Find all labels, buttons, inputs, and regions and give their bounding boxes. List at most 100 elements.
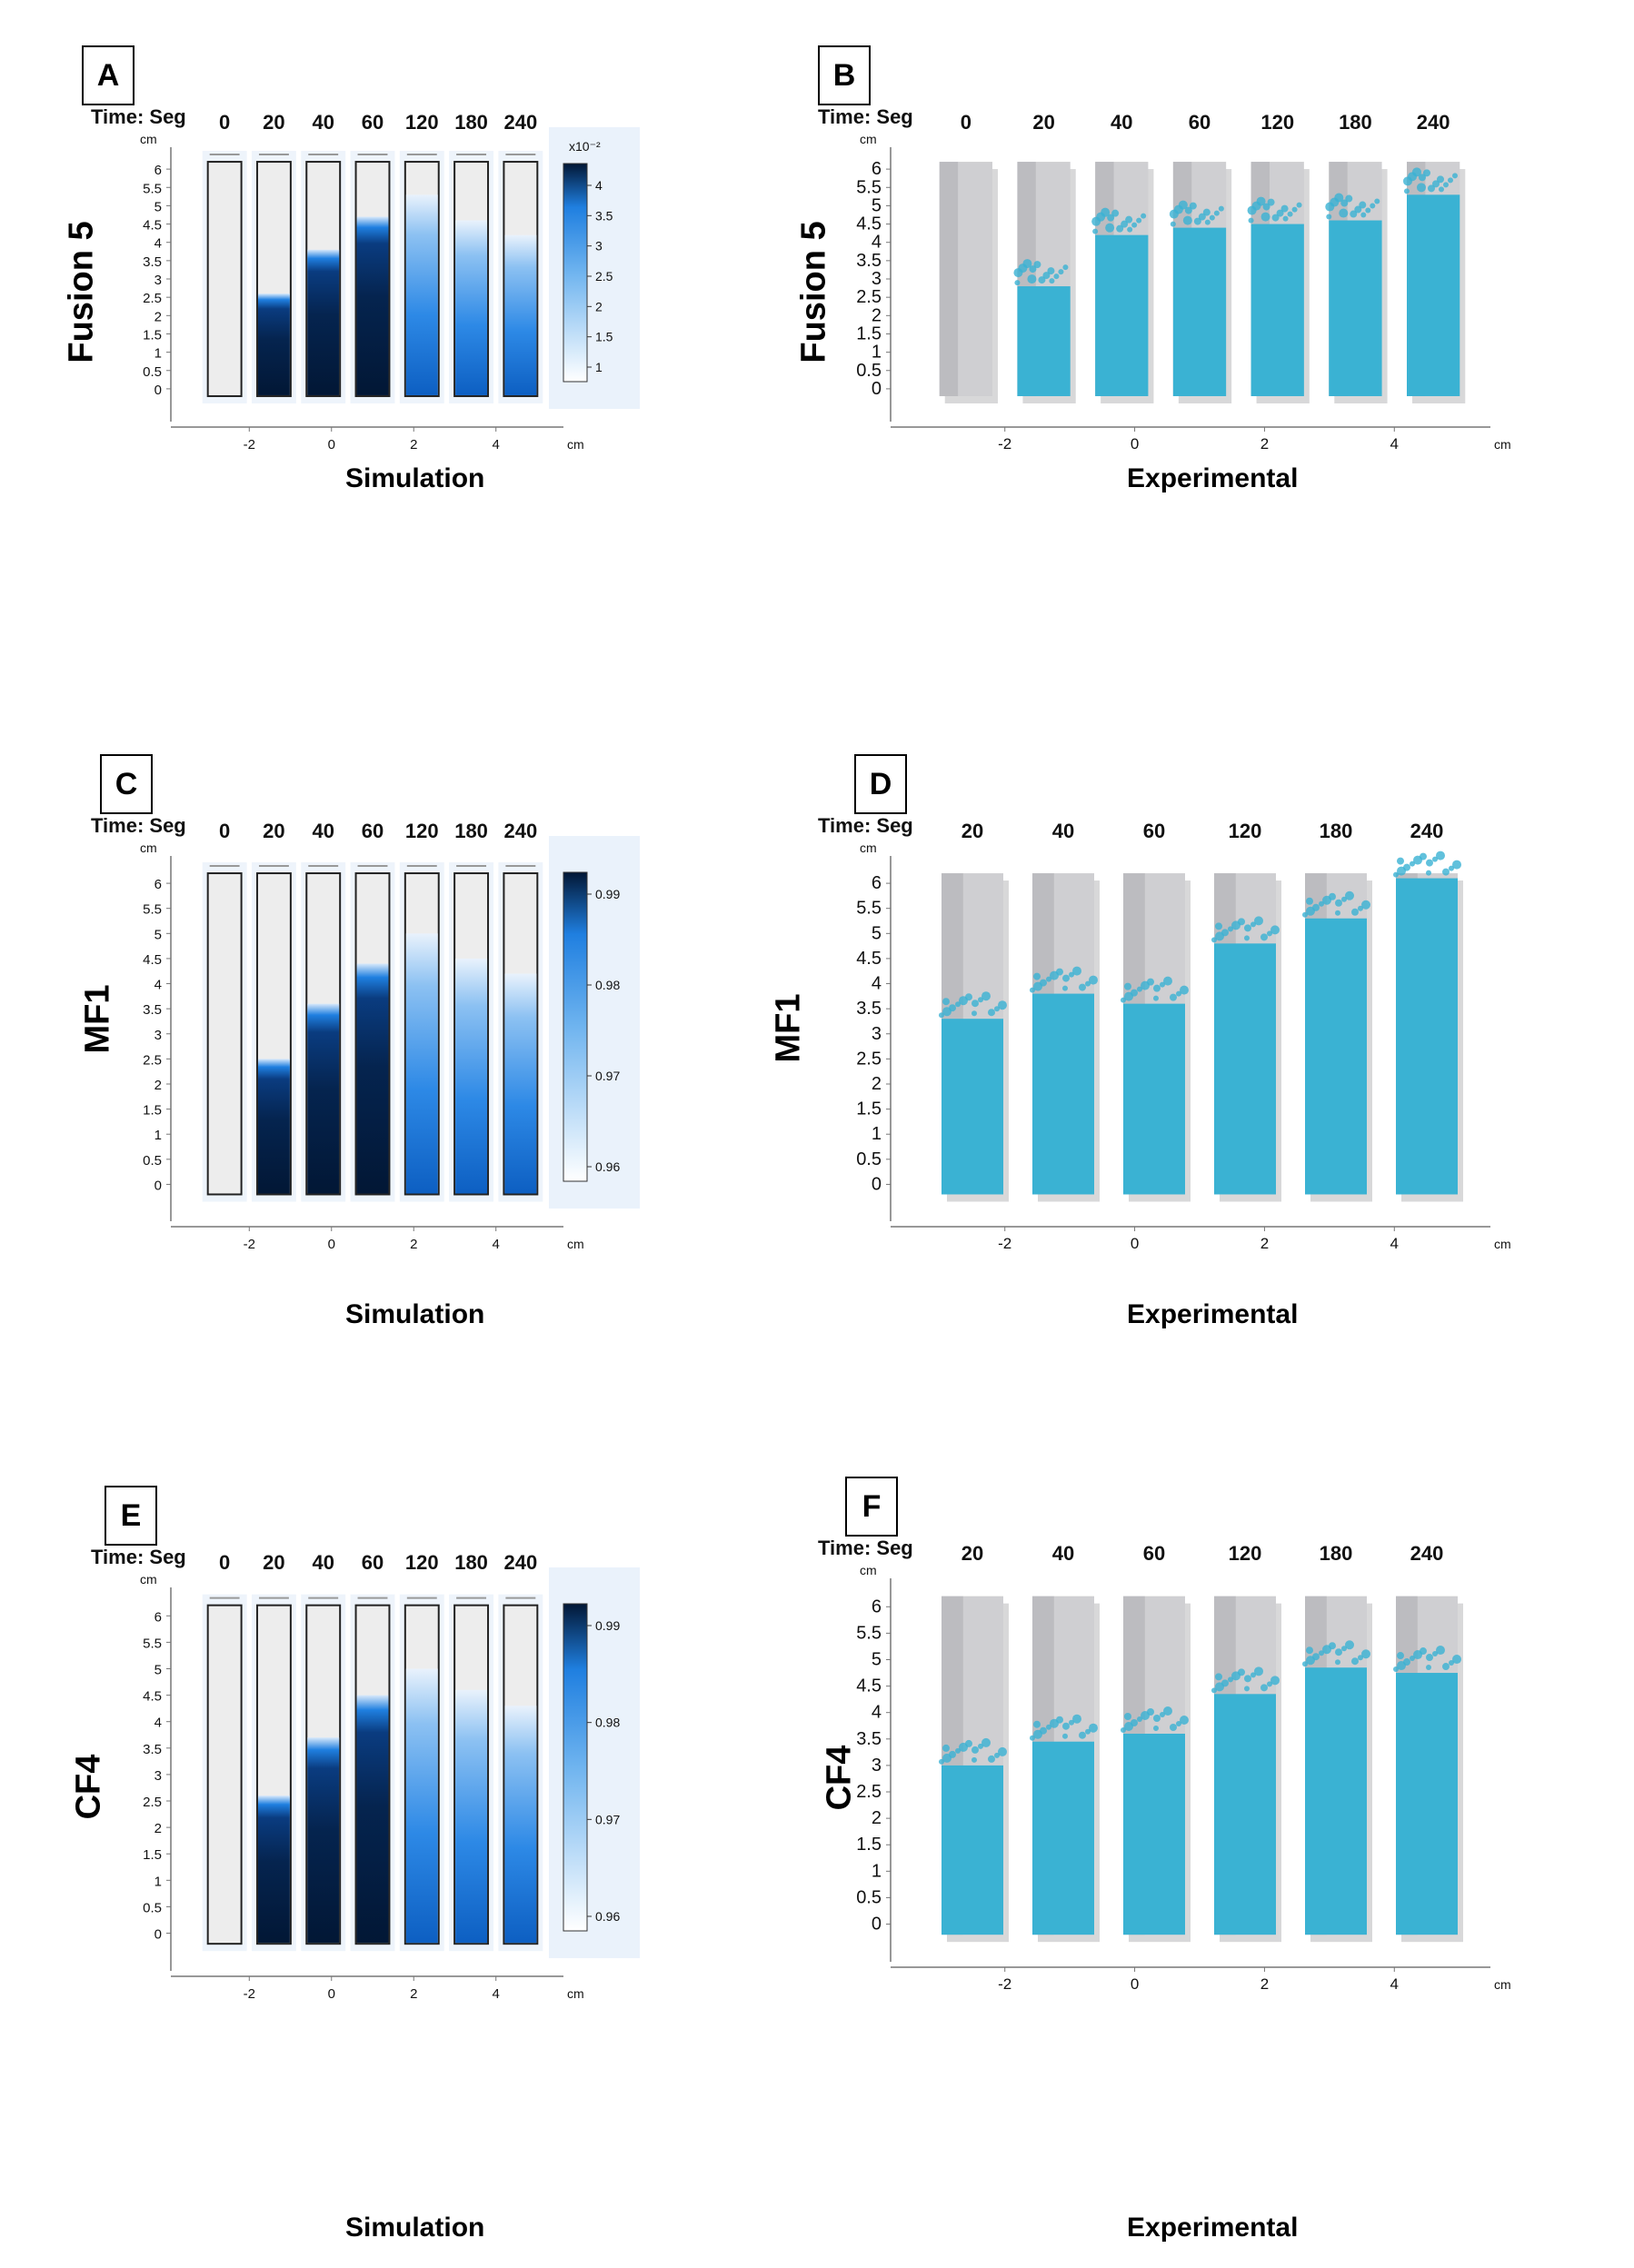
y-tick-label: 2 [154,309,162,324]
wet-front-fill [1172,227,1227,396]
strip-240s [498,151,543,403]
time-value: 180 [1320,820,1353,842]
time-label: Time: Seg [818,105,913,128]
time-value: 240 [1417,111,1450,134]
y-unit-label: cm [140,1572,157,1587]
y-tick-label: 1.5 [143,327,162,343]
y-tick-label: 2 [872,1074,882,1094]
x-unit-label: cm [1494,437,1511,452]
wet-front-fill [257,293,290,395]
y-tick-label: 1 [154,1128,162,1143]
y-tick-label: 5 [872,195,882,215]
x-unit-label: cm [1494,1977,1511,1992]
y-tick-label: 5.5 [856,899,882,919]
strip-60s [1169,162,1232,403]
strip-60s [1121,1596,1191,1943]
time-value: 120 [405,820,439,842]
wet-front-fill [504,973,537,1194]
time-value: 20 [961,820,983,842]
wet-front-fill [1032,993,1094,1195]
x-tick-label: -2 [998,435,1011,453]
panel-caption: Simulation [345,1299,485,1329]
y-tick-label: 6 [872,159,882,179]
strip-plot: Time: Seg 0 20 40 60 120 180 240cm00.511.522.53… [91,1546,640,2002]
y-tick-label: 0.5 [856,361,882,381]
panel-f-experimental-cf4: F CF4 Experimental Time: Seg 20 40 60 120 180 240… [800,1477,1563,2258]
x-tick-label: 4 [1390,1235,1399,1252]
strip-180s [1325,162,1388,403]
colorbar-tick-label: 0.96 [595,1159,620,1174]
panel-caption: Experimental [1127,463,1299,493]
wet-front-fill [307,1737,340,1944]
y-tick-label: 3 [154,1768,162,1784]
colorbar-tick-label: 4 [595,178,603,193]
strip-120s [1247,162,1310,403]
strip-120s [399,151,444,403]
y-tick-label: 6 [154,1609,162,1625]
y-tick-label: 5 [872,923,882,943]
y-tick-label: 4 [872,974,882,994]
time-label: Time: Seg [91,105,186,128]
panel-d-experimental-mf1: D MF1 Experimental Time: Seg 20 40 60 120 180 240… [770,754,1563,1508]
wet-front-fill [356,963,389,1194]
y-tick-label: 0.5 [143,1153,162,1169]
strip-0s [202,862,247,1202]
strip-120s [399,862,444,1202]
time-value: 20 [263,1551,284,1574]
time-value: 60 [1143,820,1165,842]
time-value: 60 [362,1551,384,1574]
time-value: 240 [1410,820,1444,842]
time-value: 20 [263,820,284,842]
y-tick-label: 4.5 [143,952,162,968]
y-tick-label: 0.5 [143,364,162,380]
time-value: 180 [1339,111,1372,134]
x-unit-label: cm [1494,1237,1511,1251]
colorbar-tick-label: 0.98 [595,1716,620,1730]
y-tick-label: 0 [872,1915,882,1935]
wet-front-fill [455,1689,488,1944]
x-tick-label: -2 [244,1986,255,2002]
x-tick-label: 2 [410,437,417,453]
wet-front-fill [356,216,389,395]
y-tick-label: 1.5 [856,1099,882,1119]
y-tick-label: 5 [154,199,162,214]
colorbar-tick-label: 2.5 [595,269,613,284]
time-value: 40 [1111,111,1132,134]
wet-front-fill [1250,224,1304,396]
wet-front-fill [307,249,340,395]
y-tick-label: 3.5 [856,251,882,271]
y-tick-label: 2.5 [856,1782,882,1802]
wet-front-fill [405,1668,438,1944]
wet-front-fill [1017,286,1071,396]
wet-front-fill [1095,234,1149,396]
strip-240s [498,1594,543,1952]
colorbar [563,163,588,383]
wet-front-fill [1329,220,1382,396]
time-value: 180 [454,820,488,842]
strip-0s [939,162,998,403]
wet-front-fill [1123,1003,1185,1195]
strip-plot: Time: Seg 0 20 40 60 120 180 240cm00.511.522.53… [818,105,1511,453]
time-value: 180 [454,111,488,134]
colorbar-tick-label: 3 [595,239,603,254]
y-tick-label: 4.5 [856,214,882,234]
y-tick-label: 2.5 [143,1052,162,1068]
strip-40s [1091,162,1154,403]
y-tick-label: 4 [872,233,882,253]
strip-20s [251,1594,296,1952]
y-tick-label: 1 [154,1874,162,1889]
y-tick-label: 2.5 [143,1795,162,1810]
panel-label: E [105,1486,157,1546]
x-tick-label: 4 [493,437,500,453]
y-tick-label: 3 [872,1024,882,1044]
y-tick-label: 6 [872,1597,882,1616]
y-tick-label: 4 [872,1703,882,1723]
wet-front-fill [504,1706,537,1944]
time-value: 0 [219,1551,230,1574]
y-tick-label: 0 [154,1178,162,1193]
colorbar-tick-label: 2 [595,299,603,313]
strip-240s [1393,1596,1463,1943]
wet-front-fill [942,1765,1003,1935]
colorbar-tick-label: 1 [595,360,603,374]
wet-front-fill [1032,1741,1094,1935]
